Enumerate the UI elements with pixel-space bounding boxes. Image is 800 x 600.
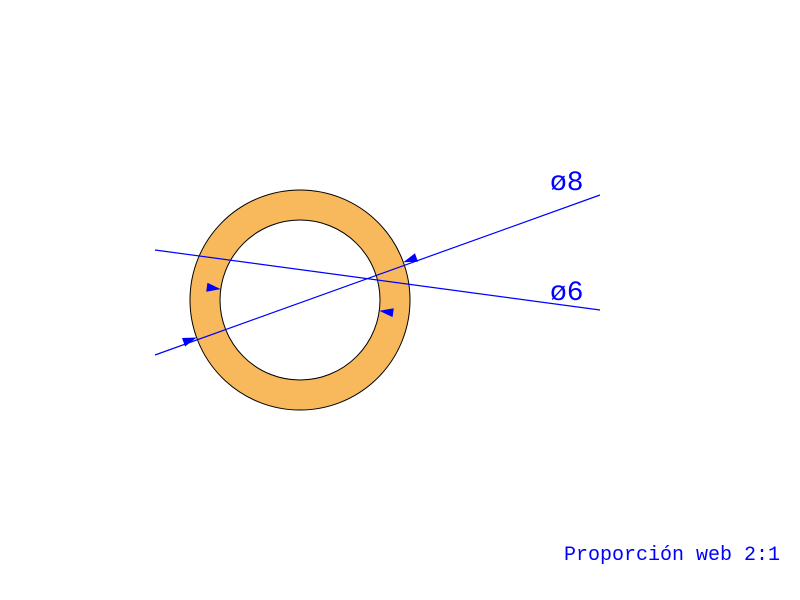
inner-dimension-label: ø6 <box>550 278 584 309</box>
outer-dimension-label: ø8 <box>550 168 584 199</box>
ring-profile <box>190 190 410 410</box>
dimension-arrowhead <box>403 253 418 262</box>
scale-note: Proporción web 2:1 <box>564 544 780 567</box>
diagram-canvas: ø8 ø6 Proporción web 2:1 <box>0 0 800 600</box>
